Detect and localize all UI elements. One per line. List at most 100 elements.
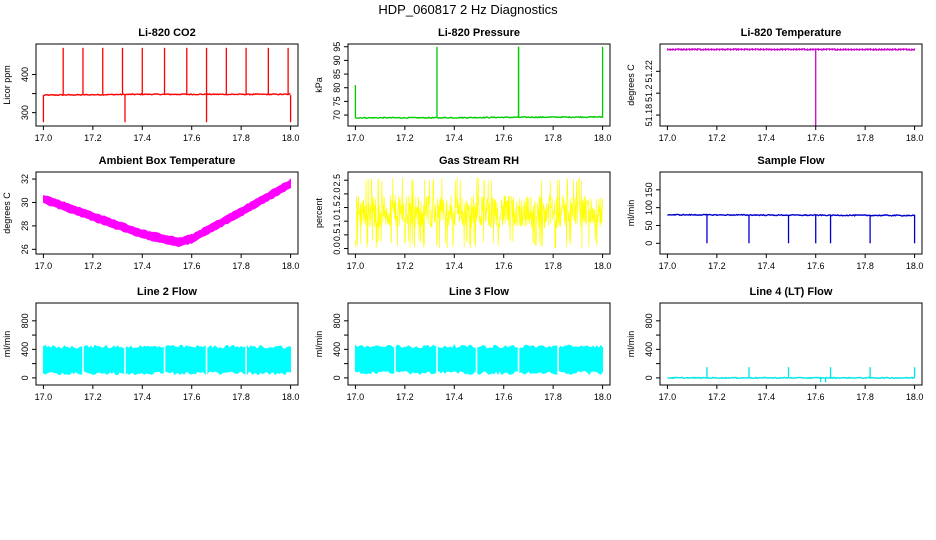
series-line: [355, 177, 603, 249]
x-tick-label: 17.0: [35, 133, 53, 143]
chart-svg: Ambient Box Temperature degrees C 17.0 17.2…: [2, 155, 299, 271]
series-line: [43, 178, 292, 248]
y-tick-label: 150: [644, 182, 654, 197]
series-line: [42, 47, 292, 123]
x-tick-label: 17.6: [807, 261, 825, 271]
y-axis-label: percent: [314, 197, 324, 228]
y-tick-label: 0: [20, 375, 30, 380]
y-tick-label: 0: [332, 375, 342, 380]
y-tick-label: 1.5: [332, 201, 342, 214]
x-tick-label: 17.0: [347, 133, 365, 143]
y-tick-label: 51.2: [644, 84, 654, 102]
data-line: [355, 115, 603, 120]
chart-panel: Line 3 Flow ml/min 17.0 17.2 17.4 17.6 17.8 18.…: [314, 286, 611, 402]
chart-title: Sample Flow: [757, 155, 825, 167]
x-tick-label: 17.8: [544, 261, 562, 271]
y-axis-label: kPa: [314, 77, 324, 93]
x-tick-label: 18.0: [594, 261, 612, 271]
data-line: [355, 177, 603, 249]
page-title: HDP_060817 2 Hz Diagnostics: [378, 2, 558, 17]
plot-frame: [659, 171, 923, 255]
y-tick-label: 400: [644, 342, 654, 357]
x-tick-label: 17.0: [659, 392, 677, 402]
x-tick-label: 17.0: [347, 392, 365, 402]
chart-title: Li-820 Temperature: [741, 27, 842, 39]
x-tick-label: 17.8: [232, 133, 250, 143]
x-tick-label: 17.0: [659, 133, 677, 143]
chart-svg: Li-820 CO2 Licor ppm 17.0 17.2 17.4 17.6 17.8 1…: [2, 27, 299, 143]
series-line: [43, 343, 292, 377]
series-line: [667, 47, 915, 126]
x-tick-label: 17.2: [396, 133, 414, 143]
y-tick-label: 0.5: [332, 229, 342, 242]
x-tick-label: 17.4: [134, 261, 152, 271]
chart-title: Ambient Box Temperature: [99, 155, 236, 167]
y-axis-label: ml/min: [626, 200, 636, 227]
y-tick-label: 51.18: [644, 104, 654, 127]
y-tick-label: 1.0: [332, 215, 342, 228]
plot-frame: [347, 43, 611, 127]
data-line: [43, 92, 291, 97]
chart-panel: Line 2 Flow ml/min 17.0 17.2 17.4 17.6 17.8 18.…: [2, 286, 299, 402]
y-axis-label: degrees C: [626, 64, 636, 106]
y-tick-label: 50: [644, 220, 654, 230]
x-tick-label: 17.6: [495, 392, 513, 402]
x-tick-label: 17.6: [495, 133, 513, 143]
y-tick-label: 30: [20, 197, 30, 207]
chart-svg: Gas Stream RH percent 17.0 17.2 17.4 17.6 17.8…: [314, 155, 611, 271]
x-tick-label: 17.8: [856, 392, 874, 402]
series-line: [355, 343, 604, 377]
y-tick-label: 2.5: [332, 174, 342, 187]
x-tick-label: 17.6: [183, 392, 201, 402]
x-tick-label: 17.4: [134, 392, 152, 402]
x-tick-label: 17.8: [544, 133, 562, 143]
x-tick-label: 17.8: [232, 392, 250, 402]
x-tick-label: 17.2: [708, 133, 726, 143]
x-tick-label: 18.0: [594, 392, 612, 402]
chart-panel: Li-820 CO2 Licor ppm 17.0 17.2 17.4 17.6 17.8 1…: [2, 27, 299, 143]
y-tick-label: 400: [332, 342, 342, 357]
chart-panel: Li-820 Temperature degrees C 17.0 17.2 17.4 1…: [626, 27, 923, 143]
data-band: [43, 344, 292, 376]
x-tick-label: 17.2: [84, 392, 102, 402]
x-tick-label: 18.0: [282, 133, 300, 143]
x-tick-label: 17.2: [84, 133, 102, 143]
x-tick-label: 17.8: [856, 133, 874, 143]
y-tick-label: 800: [644, 313, 654, 328]
x-tick-label: 18.0: [594, 133, 612, 143]
plot-frame: [659, 302, 923, 386]
y-tick-label: 800: [332, 313, 342, 328]
x-tick-label: 17.0: [35, 392, 53, 402]
plot-frame: [347, 302, 611, 386]
y-axis-label: ml/min: [314, 331, 324, 358]
x-tick-label: 17.0: [35, 261, 53, 271]
x-tick-label: 17.2: [708, 261, 726, 271]
data-band: [43, 178, 292, 248]
data-line: [667, 376, 915, 380]
x-tick-label: 17.4: [134, 133, 152, 143]
data-line: [667, 213, 915, 217]
y-tick-label: 85: [332, 69, 342, 79]
x-tick-label: 17.8: [856, 261, 874, 271]
x-tick-label: 17.8: [232, 261, 250, 271]
x-tick-label: 17.2: [396, 261, 414, 271]
y-axis-label: Licor ppm: [2, 65, 12, 105]
y-tick-label: 0.0: [332, 242, 342, 255]
y-tick-label: 800: [20, 313, 30, 328]
x-tick-label: 17.2: [396, 392, 414, 402]
y-tick-label: 100: [644, 200, 654, 215]
plot-frame: [35, 171, 299, 255]
y-tick-label: 300: [20, 105, 30, 120]
y-tick-label: 75: [332, 96, 342, 106]
y-tick-label: 80: [332, 83, 342, 93]
y-axis-label: ml/min: [2, 331, 12, 358]
plot-frame: [35, 302, 299, 386]
chart-panel: Sample Flow ml/min 17.0 17.2 17.4 17.6 17.8 18.…: [626, 155, 923, 271]
x-tick-label: 17.6: [807, 133, 825, 143]
y-tick-label: 400: [20, 67, 30, 82]
x-tick-label: 17.4: [446, 133, 464, 143]
chart-title: Li-820 Pressure: [438, 27, 520, 39]
y-tick-label: 90: [332, 55, 342, 65]
series-line: [667, 213, 916, 244]
y-axis-label: degrees C: [2, 192, 12, 234]
